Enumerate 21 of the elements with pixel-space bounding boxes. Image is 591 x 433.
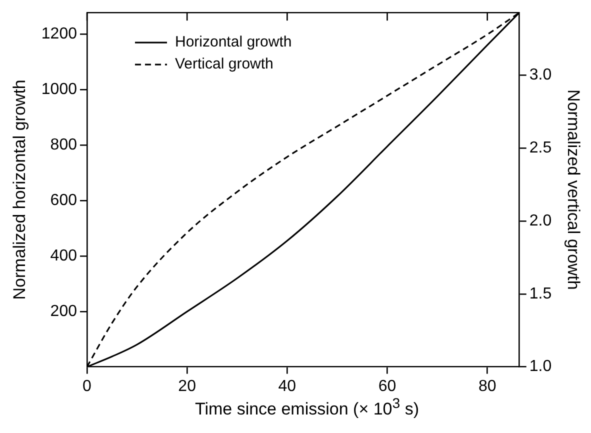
- y-tick-label: 800: [50, 136, 78, 154]
- y2-tick-label: 2.5: [529, 140, 552, 157]
- x-tick-label: 0: [82, 378, 92, 395]
- x-axis-title: Time since emission (× 10$^{3}$ s): [194, 396, 420, 420]
- y-tick-label: 600: [50, 192, 78, 209]
- legend-label: Horizontal growth: [174, 34, 292, 51]
- x-tick-label: 60: [378, 378, 396, 395]
- y2-tick-label: 1.5: [529, 285, 552, 302]
- y2-tick-label: 1.0: [529, 358, 552, 376]
- y-tick-label: 1200: [41, 25, 78, 42]
- x-tick-label: 20: [178, 378, 196, 395]
- y2-axis-title: Normalized vertical growth: [564, 90, 584, 290]
- x-tick-label: 80: [478, 378, 496, 395]
- y2-tick-label: 2.0: [529, 212, 552, 230]
- y-tick-label: 400: [50, 247, 78, 264]
- y-tick-label: 1000: [41, 80, 78, 98]
- legend-label: Vertical growth: [174, 56, 274, 73]
- y-axis-title: Normalized horizontal growth: [10, 80, 29, 300]
- y-tick-label: 200: [50, 302, 78, 320]
- x-tick-label: 40: [278, 378, 296, 395]
- y2-tick-label: 3.0: [529, 66, 552, 84]
